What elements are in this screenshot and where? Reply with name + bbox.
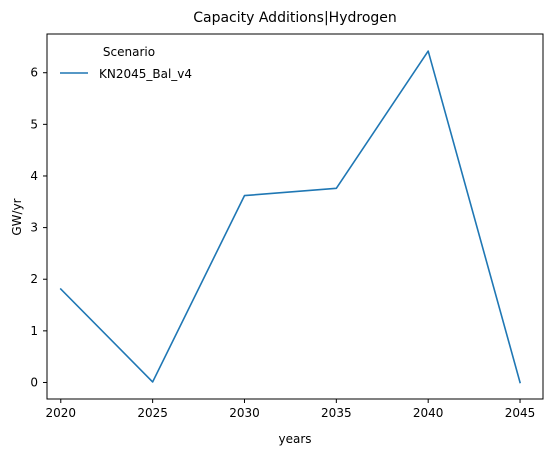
series-layer bbox=[59, 50, 522, 384]
y-tick-label: 4 bbox=[30, 169, 38, 183]
x-axis: 2020 2025 2030 2035 2040 2045 bbox=[46, 399, 536, 420]
y-tick-label: 6 bbox=[30, 66, 38, 80]
y-tick-label: 0 bbox=[30, 375, 38, 389]
legend-title: Scenario bbox=[103, 45, 155, 59]
x-tick-label: 2040 bbox=[413, 406, 444, 420]
plot-frame bbox=[46, 33, 544, 400]
x-axis-title: years bbox=[278, 432, 311, 446]
y-tick-label: 5 bbox=[30, 117, 38, 131]
y-tick-label: 2 bbox=[30, 272, 38, 286]
legend: Scenario KN2045_Bal_v4 bbox=[60, 45, 192, 81]
x-tick-label: 2030 bbox=[229, 406, 260, 420]
x-tick-label: 2045 bbox=[505, 406, 536, 420]
x-tick-label: 2035 bbox=[321, 406, 352, 420]
x-tick-label: 2020 bbox=[46, 406, 77, 420]
legend-label-kn2045-bal-v4: KN2045_Bal_v4 bbox=[99, 67, 192, 81]
plot-area: 2020 2025 2030 2035 2040 2045 0 1 2 3 4 5 6 bbox=[30, 33, 544, 420]
x-tick-label: 2025 bbox=[137, 406, 168, 420]
y-axis-title: GW/yr bbox=[10, 198, 24, 235]
y-axis: 0 1 2 3 4 5 6 bbox=[30, 66, 47, 389]
chart-title: Capacity Additions|Hydrogen bbox=[193, 10, 397, 26]
series-line bbox=[59, 50, 522, 384]
y-tick-label: 3 bbox=[30, 221, 38, 235]
y-tick-label: 1 bbox=[30, 324, 38, 338]
